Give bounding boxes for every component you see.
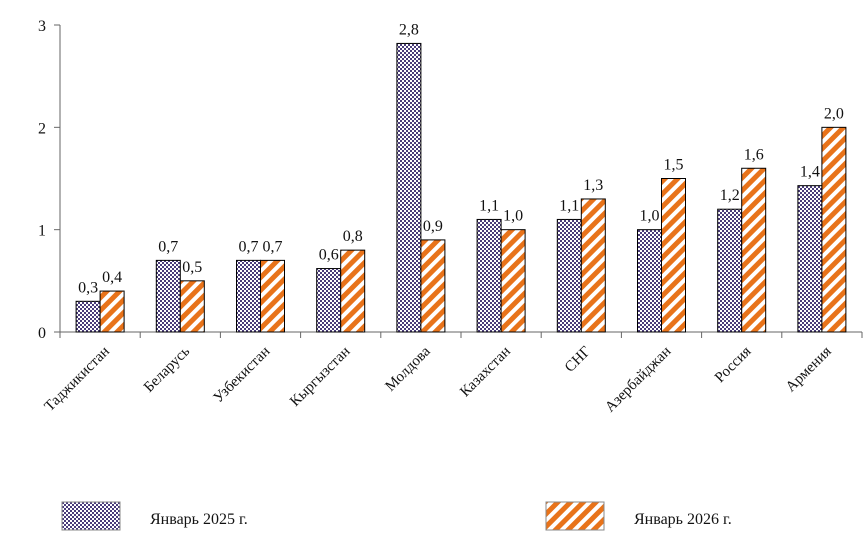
y-tick-label: 3	[38, 18, 46, 35]
data-label: 1,4	[800, 164, 820, 181]
data-label: 1,3	[583, 177, 603, 194]
legend-label: Январь 2026 г.	[634, 511, 732, 528]
bar	[396, 42, 422, 333]
category-label: Кыргызстан	[287, 344, 353, 410]
bar	[316, 268, 342, 333]
category-label: Беларусь	[141, 343, 193, 395]
bar	[500, 229, 526, 333]
data-label: 1,0	[503, 208, 523, 225]
bar	[99, 290, 125, 333]
legend-label: Январь 2025 г.	[150, 511, 248, 528]
category-label: Азербайджан	[602, 344, 674, 416]
bar	[476, 218, 502, 333]
bar	[155, 259, 181, 333]
data-labels: 0,30,40,70,50,7 0,7 0,60,82,80,91,11,01,11…	[78, 21, 844, 296]
data-label: 2,8	[399, 21, 419, 38]
data-label: 0,7	[239, 238, 259, 255]
bar	[821, 126, 847, 333]
data-label: 0,3	[78, 279, 98, 296]
bar	[236, 259, 261, 333]
data-label: 0,5	[182, 259, 202, 276]
legend-swatch	[545, 501, 605, 531]
category-label: Таджикистан	[42, 344, 113, 415]
y-tick-label: 0	[38, 325, 46, 342]
data-label: 0,7	[263, 238, 283, 255]
data-label: 0,6	[319, 247, 339, 264]
category-label: Россия	[712, 343, 755, 386]
data-label: 1,1	[559, 197, 579, 214]
category-label: СНГ	[562, 343, 594, 375]
bar	[661, 178, 686, 333]
data-label: 2,0	[824, 105, 844, 122]
bar	[179, 280, 205, 333]
category-label: Молдова	[383, 343, 434, 394]
bar	[420, 239, 446, 333]
bar	[717, 208, 743, 333]
y-tick-label: 1	[38, 223, 46, 240]
data-label: 1,0	[640, 208, 660, 225]
bars	[75, 42, 847, 333]
bar	[556, 218, 582, 333]
bar	[260, 259, 285, 333]
legend: Январь 2025 г. Январь 2026 г.	[61, 501, 732, 531]
data-label: 0,8	[343, 228, 363, 245]
data-label: 1,6	[744, 146, 764, 163]
category-label: Казахстан	[457, 344, 514, 401]
bar	[340, 249, 366, 333]
bar	[741, 167, 767, 333]
bar	[797, 185, 823, 333]
data-label: 0,9	[423, 218, 443, 235]
data-label: 1,2	[720, 187, 740, 204]
data-label: 0,4	[102, 269, 122, 286]
y-tick-label: 2	[38, 120, 46, 137]
data-label: 1,5	[664, 157, 684, 174]
category-label: Армения	[783, 343, 835, 395]
category-labels: Таджикистан Беларусь Узбекистан Кыргызстан М…	[42, 343, 835, 415]
bar	[580, 198, 606, 333]
bar	[75, 300, 101, 333]
data-label: 0,7	[158, 238, 178, 255]
bar	[637, 229, 662, 333]
category-label: Узбекистан	[211, 344, 274, 407]
data-label: 1,1	[479, 197, 499, 214]
legend-swatch	[61, 501, 121, 531]
